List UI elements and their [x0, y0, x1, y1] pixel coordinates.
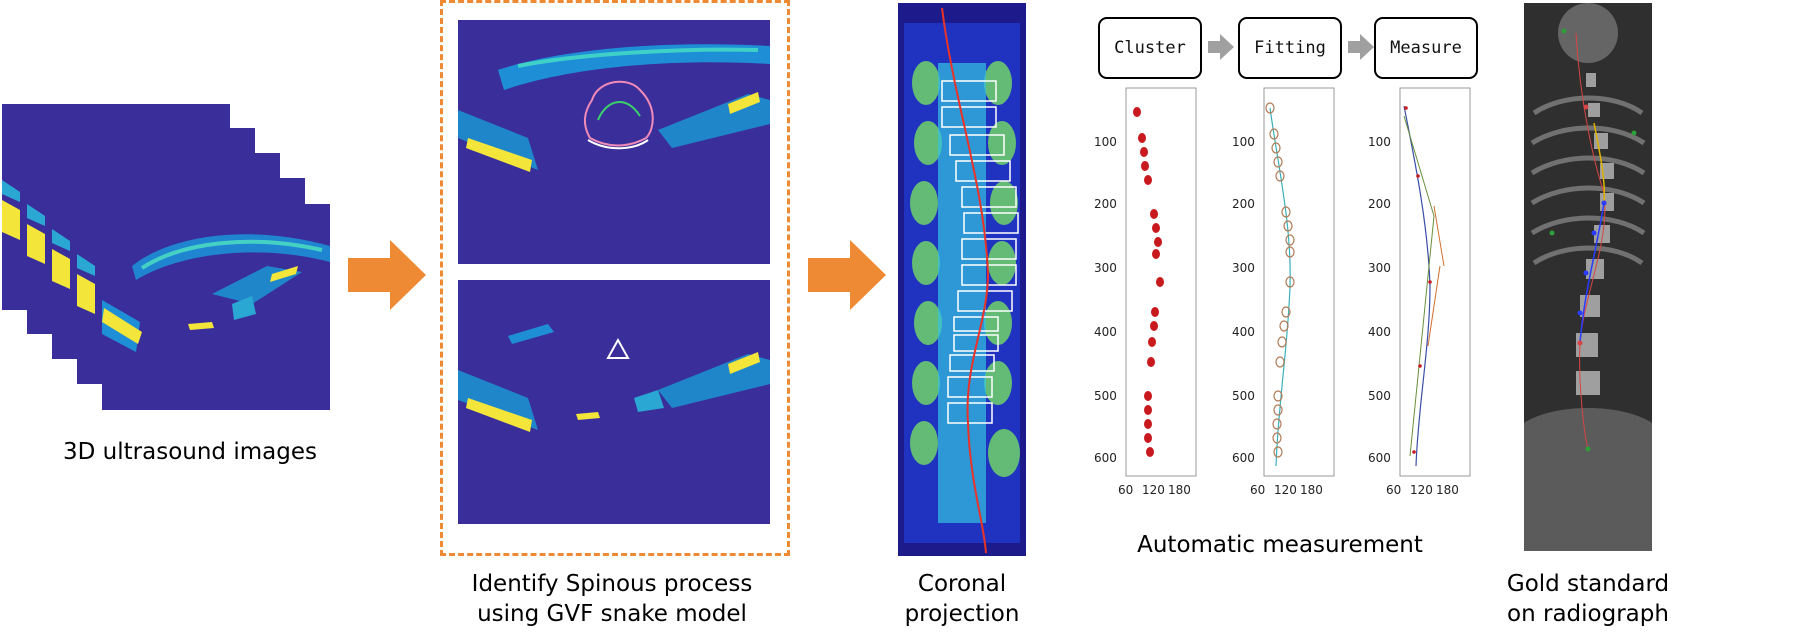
x-tick: 180: [1436, 483, 1459, 497]
fitting-plot: 100 200 300 400 500 600 60 120 180: [1228, 86, 1338, 510]
step-cluster: Cluster: [1098, 17, 1202, 79]
snake-model-frame: [440, 0, 790, 556]
x-tick: 60: [1250, 483, 1265, 497]
x-tick: 180: [1300, 483, 1323, 497]
gold-caption-line2: on radiograph: [1507, 601, 1669, 627]
gold-standard-caption: Gold standard on radiograph: [1490, 569, 1686, 629]
step-measure: Measure: [1374, 17, 1478, 79]
coronal-caption: Coronal projection: [880, 569, 1044, 629]
x-tick: 60: [1386, 483, 1401, 497]
radiograph-image: [1524, 3, 1652, 551]
y-tick-labels: 100 200 300 400 500 600: [1094, 135, 1117, 465]
ultrasound-slice-front: [102, 204, 330, 410]
y-tick: 500: [1094, 389, 1117, 403]
ultrasound-stack-edges: [2, 180, 95, 314]
snake-caption-line1: Identify Spinous process: [471, 571, 753, 597]
y-tick: 500: [1232, 389, 1255, 403]
right-arrow-icon: [348, 240, 426, 310]
auto-measurement-caption: Automatic measurement: [1137, 532, 1423, 558]
y-tick: 100: [1094, 135, 1117, 149]
snake-caption-line2: using GVF snake model: [477, 601, 747, 627]
y-tick: 600: [1368, 451, 1391, 465]
y-tick: 500: [1368, 389, 1391, 403]
y-tick: 400: [1368, 325, 1391, 339]
snake-ultrasound-bottom: [458, 280, 770, 524]
gold-caption-line1: Gold standard: [1506, 571, 1670, 597]
triangle-marker-icon: [606, 337, 630, 359]
x-tick: 60: [1118, 483, 1133, 497]
y-tick: 300: [1094, 261, 1117, 275]
coronal-projection-image: [898, 3, 1026, 556]
measure-plot: 100 200 300 400 500 600 60 120 180: [1364, 86, 1474, 510]
ultrasound-caption: 3D ultrasound images: [63, 439, 317, 465]
right-arrow-icon: [808, 240, 886, 310]
y-tick: 400: [1094, 325, 1117, 339]
step-arrow-icon: [1208, 34, 1234, 60]
y-tick: 100: [1232, 135, 1255, 149]
step-fitting: Fitting: [1238, 17, 1342, 79]
y-tick: 200: [1232, 197, 1255, 211]
y-tick: 200: [1094, 197, 1117, 211]
x-tick: 120: [1142, 483, 1165, 497]
y-tick: 100: [1368, 135, 1391, 149]
snake-ultrasound-top: [458, 20, 770, 264]
y-tick: 600: [1094, 451, 1117, 465]
cluster-points: [1133, 107, 1164, 457]
fitting-points: [1265, 102, 1295, 458]
x-tick-labels: 60 120 180: [1118, 483, 1191, 497]
y-tick: 300: [1368, 261, 1391, 275]
x-tick: 120: [1274, 483, 1297, 497]
coronal-caption-line2: projection: [904, 601, 1020, 627]
x-tick: 180: [1168, 483, 1191, 497]
snake-caption: Identify Spinous process using GVF snake…: [420, 569, 804, 629]
y-tick: 400: [1232, 325, 1255, 339]
y-tick: 300: [1232, 261, 1255, 275]
x-tick: 120: [1410, 483, 1433, 497]
cluster-plot: 100 200 300 400 500 600 60 120 180: [1090, 86, 1200, 510]
y-tick: 200: [1368, 197, 1391, 211]
y-tick: 600: [1232, 451, 1255, 465]
step-arrow-icon: [1348, 34, 1374, 60]
coronal-caption-line1: Coronal: [917, 571, 1007, 597]
